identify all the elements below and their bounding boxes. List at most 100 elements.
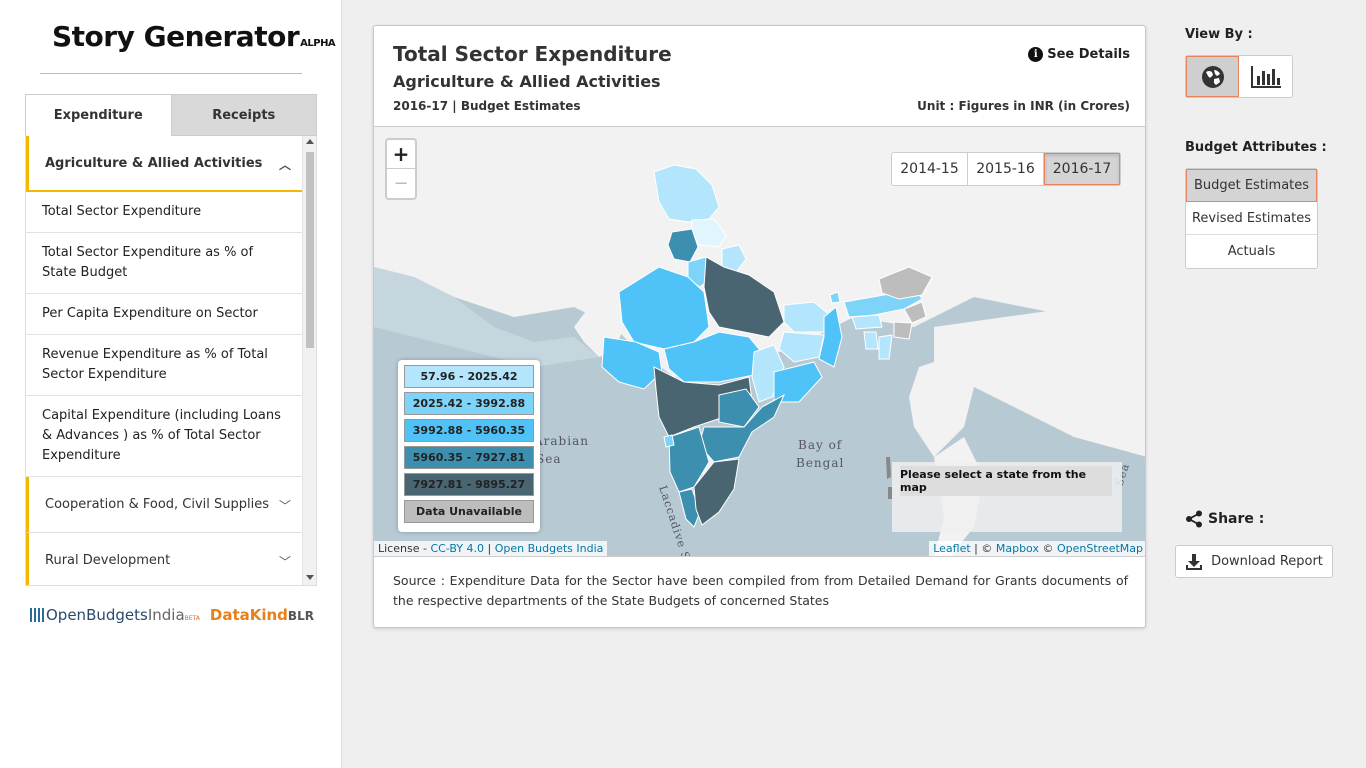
sidebar: Story GeneratorALPHA Expenditure Receipt… [0, 0, 342, 768]
globe-icon [1201, 65, 1224, 88]
cc-by-link[interactable]: CC-BY 4.0 [430, 542, 485, 555]
legend-item: Data Unavailable [404, 500, 534, 523]
legend-item: 7927.81 - 9895.27 [404, 473, 534, 496]
state-goa [663, 434, 675, 448]
sector-rural-development[interactable]: Rural Development ﹀ [26, 533, 303, 585]
story-card: Total Sector Expenditure Agriculture & A… [373, 25, 1146, 628]
map-canvas: Arabian Sea Bay of Bengal Laccadive Sea … [374, 127, 1145, 556]
year-attribute-label: 2016-17 | Budget Estimates [393, 99, 581, 113]
year-2014-15-button[interactable]: 2014-15 [892, 153, 968, 185]
info-icon: i [1028, 47, 1044, 62]
card-title: Total Sector Expenditure [393, 42, 672, 66]
year-selector: 2014-15 2015-16 2016-17 [891, 152, 1121, 186]
zoom-in-button[interactable]: + [387, 140, 415, 169]
state-sikkim [829, 291, 841, 304]
download-report-button[interactable]: Download Report [1175, 545, 1333, 578]
scroll-down-arrow-icon[interactable] [306, 575, 314, 580]
land-china-east [934, 297, 1145, 457]
state-gujarat [601, 336, 663, 390]
state-jharkhand [778, 331, 825, 363]
share-label: Share : [1185, 510, 1264, 528]
sector-cooperation[interactable]: Cooperation & Food, Civil Supplies ﹀ [26, 477, 303, 533]
leaflet-link[interactable]: Leaflet [933, 542, 971, 555]
share-icon [1186, 510, 1202, 528]
license-attribution: License - CC-BY 4.0 | Open Budgets India [374, 541, 608, 556]
scroll-up-arrow-icon[interactable] [306, 139, 314, 144]
legend-item: 3992.88 - 5960.35 [404, 419, 534, 442]
sector-label: Rural Development [45, 553, 171, 568]
chevron-down-icon: ﹀ [278, 555, 291, 569]
tab-expenditure[interactable]: Expenditure [25, 94, 172, 136]
zoom-out-button[interactable]: − [393, 173, 409, 194]
state-tamil-nadu [693, 458, 740, 526]
state-uttar-pradesh [703, 256, 785, 338]
sea-label-bengal: Bengal [796, 456, 844, 470]
indicator-per-capita-expenditure[interactable]: Per Capita Expenditure on Sector [26, 294, 303, 335]
scroll-thumb[interactable] [306, 152, 314, 348]
legend-item: 2025.42 - 3992.88 [404, 392, 534, 415]
view-by-label: View By : [1185, 27, 1253, 42]
state-arunachal [878, 266, 933, 300]
land-background [374, 127, 1145, 377]
legend-item: 57.96 - 2025.42 [404, 365, 534, 388]
see-details-button[interactable]: i See Details [1028, 47, 1130, 62]
sector-agriculture[interactable]: Agriculture & Allied Activities ︿ [26, 136, 303, 192]
tab-bar: Expenditure Receipts [25, 94, 317, 136]
card-subtitle: Agriculture & Allied Activities [393, 72, 661, 91]
indicator-total-sector-expenditure[interactable]: Total Sector Expenditure [26, 192, 303, 233]
state-tripura [863, 331, 879, 350]
zoom-control: + − [385, 138, 417, 200]
state-west-bengal [818, 306, 843, 368]
divider [40, 73, 302, 74]
budget-estimates-button[interactable]: Budget Estimates [1186, 169, 1317, 202]
open-budgets-link[interactable]: Open Budgets India [494, 542, 604, 555]
partner-logos: OpenBudgetsIndiaBETA DataKindBLR [30, 606, 314, 624]
actuals-button[interactable]: Actuals [1227, 244, 1276, 259]
scrollbar[interactable] [302, 136, 316, 585]
state-uttarakhand [721, 244, 747, 273]
sector-label: Cooperation & Food, Civil Supplies [45, 497, 270, 512]
map-attribution: Leaflet | © Mapbox © OpenStreetMap [929, 541, 1145, 556]
budget-attribute-selector: Budget Estimates Revised Estimates Actua… [1185, 168, 1318, 269]
indicator-expenditure-percent-state-budget[interactable]: Total Sector Expenditure as % of State B… [26, 233, 303, 294]
state-meghalaya [851, 314, 883, 330]
unit-label: Unit : Figures in INR (in Crores) [917, 99, 1130, 113]
source-note: Source : Expenditure Data for the Sector… [393, 573, 1128, 608]
legend-item: 5960.35 - 7927.81 [404, 446, 534, 469]
sector-label: Agriculture & Allied Activities [45, 155, 263, 171]
state-info-panel: Please select a state from the map [892, 462, 1122, 532]
india-map[interactable]: Arabian Sea Bay of Bengal Laccadive Sea … [374, 126, 1145, 557]
state-telangana [718, 388, 760, 428]
indicator-capital-expenditure-percent[interactable]: Capital Expenditure (including Loans & A… [26, 396, 303, 477]
openstreetmap-link[interactable]: OpenStreetMap [1056, 542, 1143, 555]
state-nagaland [903, 301, 927, 324]
datakind-logo[interactable]: DataKindBLR [209, 606, 314, 624]
download-icon [1186, 553, 1203, 570]
andaman-islands [886, 457, 892, 499]
year-2015-16-button[interactable]: 2015-16 [968, 153, 1044, 185]
indicator-revenue-expenditure-percent[interactable]: Revenue Expenditure as % of Total Sector… [26, 335, 303, 396]
bar-chart-icon [1250, 65, 1281, 88]
state-manipur [893, 321, 913, 340]
chevron-down-icon: ﹀ [278, 499, 291, 513]
sea-label-sea: Sea [536, 452, 561, 466]
chart-view-button[interactable] [1239, 56, 1292, 97]
view-by-toggle [1185, 55, 1293, 98]
land-myanmar [909, 357, 974, 457]
select-state-message: Please select a state from the map [900, 466, 1112, 496]
chevron-up-icon: ︿ [278, 158, 291, 172]
alpha-tag: ALPHA [300, 38, 336, 49]
year-2016-17-button[interactable]: 2016-17 [1044, 153, 1120, 185]
sector-list: Agriculture & Allied Activities ︿ Total … [25, 136, 317, 586]
map-view-button[interactable] [1186, 56, 1239, 97]
open-budgets-india-logo[interactable]: OpenBudgetsIndiaBETA [30, 606, 200, 624]
mapbox-link[interactable]: Mapbox [995, 542, 1039, 555]
revised-estimates-button[interactable]: Revised Estimates [1186, 202, 1317, 235]
state-jammu-kashmir [653, 164, 720, 223]
state-rajasthan [618, 266, 710, 350]
map-legend: 57.96 - 2025.42 2025.42 - 3992.88 3992.8… [398, 360, 540, 532]
land-sea-gulf [374, 267, 599, 367]
tab-receipts[interactable]: Receipts [171, 94, 317, 136]
app-title: Story GeneratorALPHA [52, 20, 336, 53]
state-chhattisgarh [751, 344, 785, 403]
